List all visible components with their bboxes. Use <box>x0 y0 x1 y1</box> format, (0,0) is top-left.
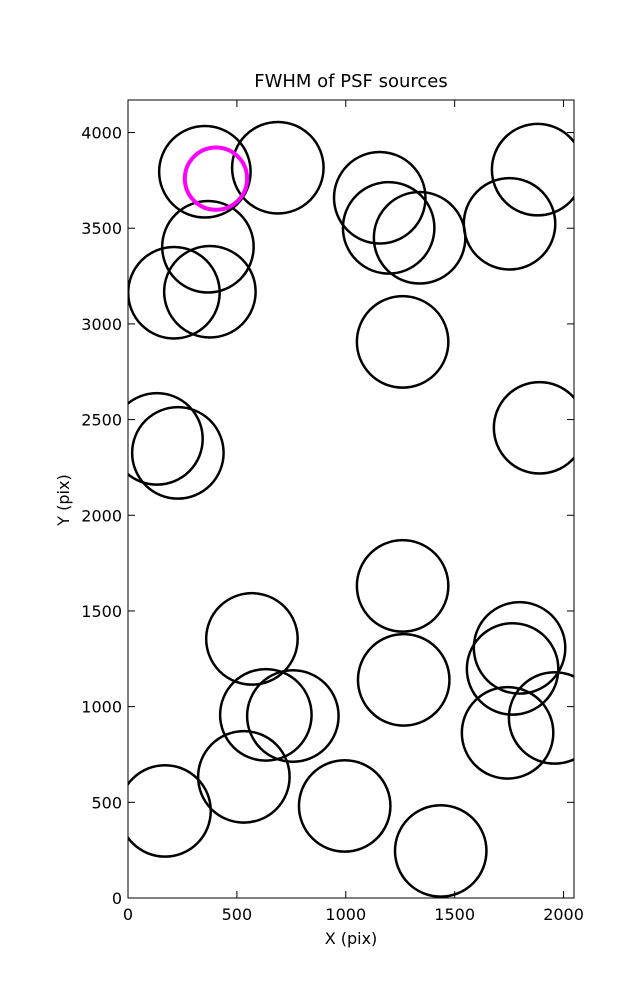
source-circle <box>196 729 291 824</box>
source-circle <box>490 122 574 217</box>
source-circle <box>332 150 427 245</box>
y-tick-label: 500 <box>91 793 122 812</box>
source-circle <box>372 190 467 285</box>
y-tick-label: 3500 <box>81 219 122 238</box>
x-tick-label: 500 <box>222 905 253 924</box>
source-circle <box>245 669 340 763</box>
plot-frame <box>127 99 575 899</box>
source-circle <box>128 763 212 858</box>
x-axis-label: X (pix) <box>325 929 378 948</box>
source-circle <box>204 591 299 686</box>
source-circle <box>355 538 450 633</box>
source-circle <box>230 120 325 215</box>
plot-area <box>128 120 574 898</box>
source-circle <box>218 667 313 762</box>
x-tick-label: 0 <box>123 905 133 924</box>
source-circle <box>297 758 392 853</box>
source-circle <box>355 294 450 389</box>
source-circle <box>492 380 574 475</box>
source-circle <box>162 244 257 339</box>
source-circle <box>393 803 488 898</box>
y-tick-label: 2500 <box>81 411 122 430</box>
y-tick-label: 1500 <box>81 602 122 621</box>
source-circle <box>130 405 225 500</box>
source-circle <box>157 124 252 219</box>
source-circle <box>507 670 574 765</box>
source-circle <box>472 600 567 695</box>
chart-title: FWHM of PSF sources <box>254 71 448 92</box>
source-circle <box>128 391 204 486</box>
x-tick-label: 2000 <box>543 905 584 924</box>
source-circle <box>460 685 555 780</box>
x-tick-label: 1000 <box>325 905 366 924</box>
y-tick-label: 0 <box>112 889 122 908</box>
y-axis-label: Y (pix) <box>54 474 73 526</box>
y-tick-label: 2000 <box>81 506 122 525</box>
source-circle <box>160 199 255 294</box>
source-circle <box>465 621 560 716</box>
y-tick-label: 4000 <box>81 124 122 143</box>
x-tick-label: 1500 <box>434 905 475 924</box>
y-tick-label: 1000 <box>81 698 122 717</box>
source-circle <box>182 145 250 212</box>
source-circle <box>462 176 557 271</box>
y-tick-label: 3000 <box>81 315 122 334</box>
source-circle <box>356 632 451 727</box>
source-circle <box>341 180 436 275</box>
